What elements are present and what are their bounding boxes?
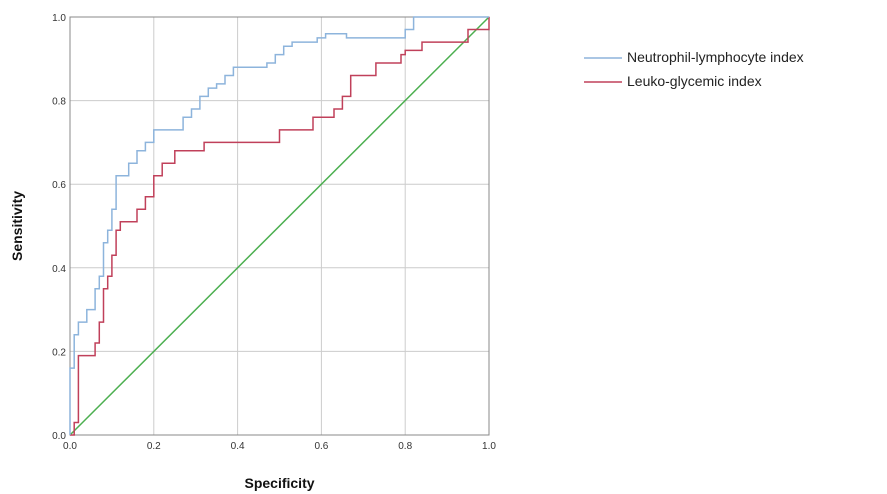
x-tick-label: 0.4 bbox=[231, 441, 245, 452]
tick-labels: 0.0 0.2 0.4 0.6 0.8 1.0 0.0 0.2 0.4 0.6 0.8 1.0 bbox=[52, 13, 496, 452]
x-tick-label: 0.6 bbox=[314, 441, 328, 452]
x-tick-label: 0.2 bbox=[147, 441, 161, 452]
y-tick-label: 1.0 bbox=[52, 13, 66, 24]
series-layer bbox=[69, 16, 490, 436]
y-tick-label: 0.0 bbox=[52, 431, 66, 442]
plot-area bbox=[69, 16, 490, 436]
series-line-neutrophil-lymphocyte-index bbox=[69, 16, 489, 435]
legend-label-neutrophil-lymphocyte: Neutrophil-lymphocyte index bbox=[627, 49, 804, 65]
y-tick-label: 0.6 bbox=[52, 180, 66, 191]
x-tick-label: 0.8 bbox=[398, 441, 412, 452]
series-line-reference-diagonal bbox=[69, 16, 490, 436]
x-axis-title: Specificity bbox=[244, 475, 314, 491]
legend: Neutrophil-lymphocyte index Leuko-glycem… bbox=[584, 49, 804, 89]
y-tick-label: 0.4 bbox=[52, 264, 66, 275]
x-tick-label: 1.0 bbox=[482, 441, 496, 452]
y-tick-label: 0.8 bbox=[52, 97, 66, 108]
x-tick-label: 0.0 bbox=[63, 441, 77, 452]
series-line-leuko-glycemic-index bbox=[70, 17, 490, 436]
legend-label-leuko-glycemic: Leuko-glycemic index bbox=[627, 73, 762, 89]
y-axis-title: Sensitivity bbox=[9, 191, 25, 261]
y-tick-label: 0.2 bbox=[52, 347, 66, 358]
